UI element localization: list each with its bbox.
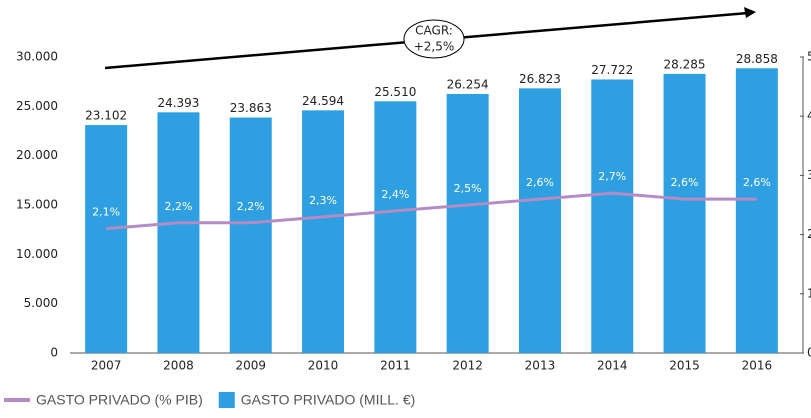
- x-tick-label: 2015: [669, 359, 700, 373]
- line-value-label: 2,3%: [309, 194, 337, 207]
- y-tick-label: 25.000: [16, 99, 58, 113]
- x-tick-label: 2012: [452, 359, 483, 373]
- y-tick-label: 20.000: [16, 148, 58, 162]
- bar-value-label: 28.858: [736, 52, 778, 66]
- y2-tick-label: 4: [807, 109, 811, 123]
- bar-value-label: 28.285: [664, 57, 706, 71]
- legend-label: GASTO PRIVADO (MILL. €): [241, 392, 416, 408]
- x-tick-label: 2013: [525, 359, 556, 373]
- bar: [518, 88, 561, 353]
- x-tick-label: 2016: [742, 359, 773, 373]
- bar-value-label: 26.254: [447, 77, 489, 91]
- line-value-label: 2,2%: [164, 200, 192, 213]
- y-tick-label: 10.000: [16, 247, 58, 261]
- annotation: CAGR:: [415, 24, 453, 38]
- line-value-label: 2,6%: [526, 176, 554, 189]
- annotation-bubble: [403, 19, 465, 59]
- bar: [591, 79, 634, 354]
- bar-value-label: 23.863: [230, 101, 272, 115]
- line-value-label: 2,7%: [598, 170, 626, 183]
- y-tick-label: 5.000: [24, 296, 58, 310]
- line-value-label: 2,1%: [92, 206, 120, 219]
- legend-swatch: [4, 398, 30, 402]
- x-tick-label: 2014: [597, 359, 628, 373]
- bar-value-label: 26.823: [519, 72, 561, 86]
- line-series: [106, 191, 757, 231]
- y-tick-label: 30.000: [16, 50, 58, 64]
- y-tick-label: 0: [50, 346, 58, 360]
- annotation: +2,5%: [414, 40, 455, 54]
- x-tick-label: 2007: [91, 359, 122, 373]
- y2-tick-label: 3: [807, 168, 811, 182]
- y2-tick-label: 0: [807, 346, 811, 360]
- bar: [229, 117, 272, 354]
- bar: [85, 125, 128, 353]
- arrow-head: [744, 7, 756, 18]
- x-tick-label: 2008: [163, 359, 194, 373]
- line-value-label: 2,4%: [381, 188, 409, 201]
- line-value-label: 2,6%: [743, 176, 771, 189]
- bar: [735, 68, 778, 353]
- x-tick-label: 2009: [235, 359, 266, 373]
- y2-tick-label: 5: [807, 50, 811, 64]
- bar: [302, 110, 345, 353]
- x-tick-label: 2010: [308, 359, 339, 373]
- y-tick-label: 15.000: [16, 198, 58, 212]
- x-tick-label: 2011: [380, 359, 411, 373]
- legend-swatch: [218, 392, 235, 408]
- line-value-label: 2,6%: [671, 176, 699, 189]
- bar-value-label: 24.594: [302, 94, 344, 108]
- legend-label: GASTO PRIVADO (% PIB): [36, 392, 203, 408]
- bar: [157, 112, 200, 353]
- bar-value-label: 24.393: [157, 96, 199, 110]
- bar-value-label: 27.722: [591, 63, 633, 77]
- y2-tick-label: 2: [807, 227, 811, 241]
- line-value-label: 2,5%: [454, 182, 482, 195]
- y2-tick-label: 1: [807, 286, 811, 300]
- bar: [663, 73, 706, 354]
- bar: [374, 101, 417, 353]
- bar-value-label: 23.102: [85, 109, 127, 123]
- bar: [446, 93, 489, 353]
- bar-value-label: 25.510: [374, 85, 416, 99]
- line-value-label: 2,2%: [237, 200, 265, 213]
